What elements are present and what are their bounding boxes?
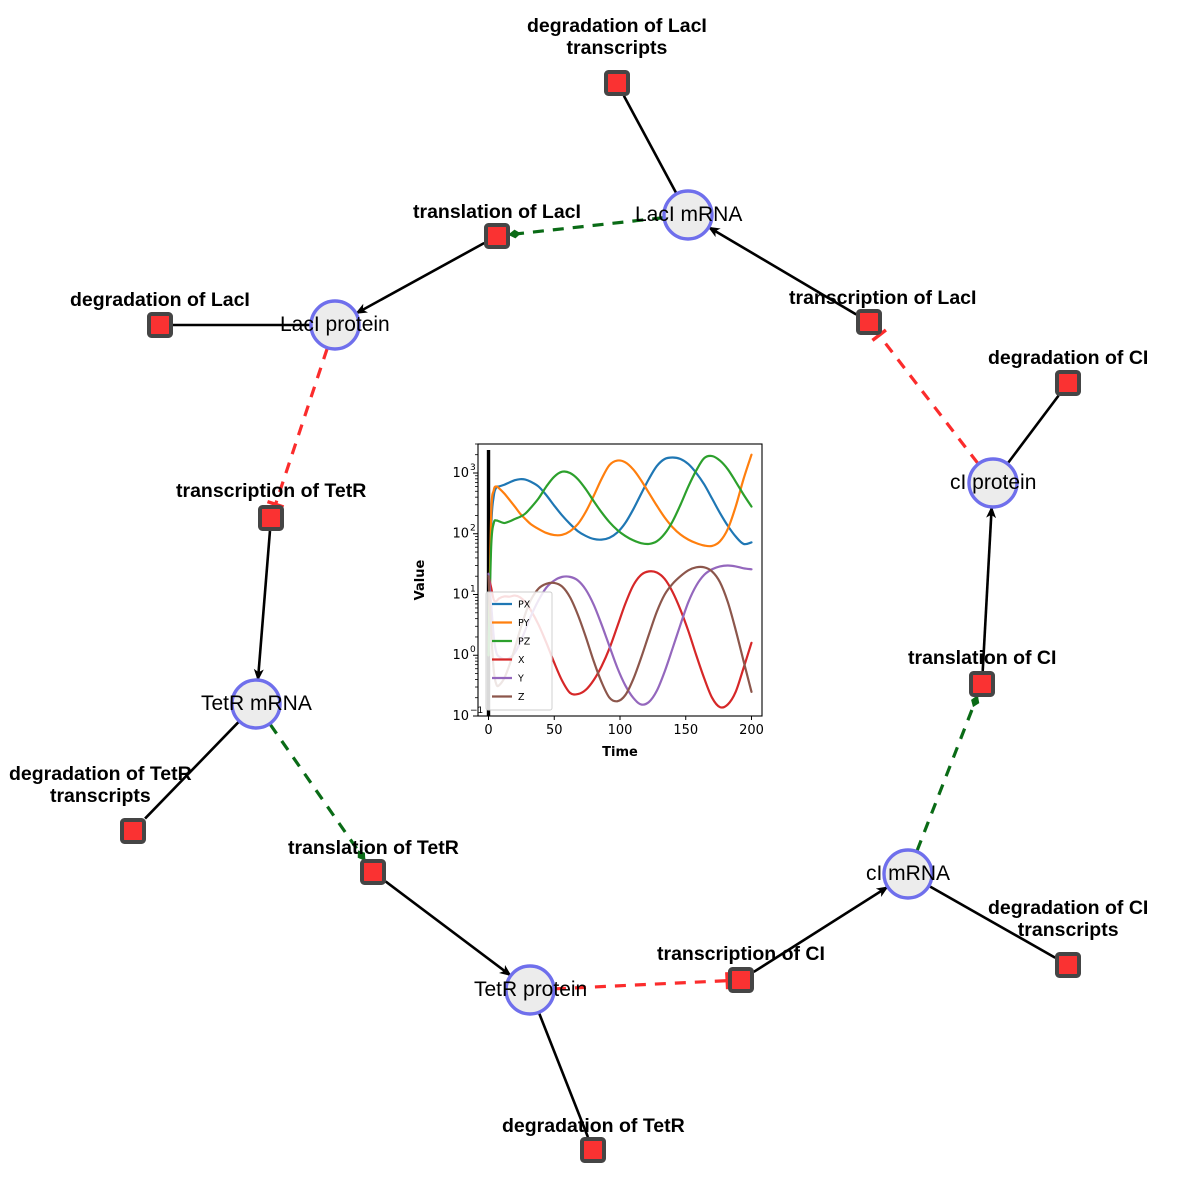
chart-series-PX: [487, 456, 753, 657]
edge-deg_ci-to-ci_protein: [1006, 394, 1060, 464]
reaction-node-transl_laci[interactable]: [484, 223, 510, 249]
y-tick-exp-0: −1: [470, 706, 483, 716]
chart-xlabel: Time: [602, 745, 638, 760]
reaction-node-deg_ci[interactable]: [1055, 370, 1081, 396]
reaction-node-deg_tetr[interactable]: [580, 1137, 606, 1163]
y-tick-label-1: 10: [452, 648, 469, 663]
edge-transcr_laci-to-laci_mrna: [707, 226, 857, 316]
edge-laci_mrna-to-transl_laci: [507, 216, 664, 239]
reaction-node-deg_laci_transcripts[interactable]: [604, 70, 630, 96]
species-node-ci_protein[interactable]: [967, 457, 1019, 509]
edge-tetr_protein-to-transcr_ci: [554, 972, 730, 991]
edge-transcr_ci-to-ci_mrna: [752, 886, 889, 974]
edge-ci_protein-to-transcr_laci: [871, 328, 980, 465]
species-node-tetr_protein[interactable]: [504, 964, 556, 1016]
edge-deg_laci_transcripts-to-laci_mrna: [622, 95, 678, 194]
species-node-ci_mrna[interactable]: [882, 848, 934, 900]
reaction-node-transcr_laci[interactable]: [856, 309, 882, 335]
edge-transcr_tetr-to-tetr_mrna: [253, 530, 272, 682]
legend-label-X: X: [518, 655, 525, 666]
reaction-node-transcr_ci[interactable]: [728, 967, 754, 993]
y-tick-exp-2: 1: [470, 584, 476, 594]
chart-ylabel: Value: [413, 559, 428, 600]
x-tick-label-3: 150: [673, 723, 698, 738]
y-tick-label-4: 10: [452, 466, 469, 481]
x-tick-label-0: 0: [484, 723, 492, 738]
edge-tetr_protein-to-deg_tetr: [537, 1012, 590, 1138]
reaction-node-transl_ci[interactable]: [969, 671, 995, 697]
reaction-node-deg_tetr_transcripts[interactable]: [120, 818, 146, 844]
edge-ci_mrna-to-transl_ci: [915, 695, 980, 852]
edge-transl_ci-to-ci_protein: [981, 505, 997, 672]
reaction-node-transl_tetr[interactable]: [360, 859, 386, 885]
x-tick-label-1: 50: [546, 723, 563, 738]
legend-label-Z: Z: [518, 692, 525, 703]
y-tick-exp-1: 0: [470, 645, 476, 655]
y-tick-label-2: 10: [452, 587, 469, 602]
legend-label-PY: PY: [518, 618, 530, 629]
legend-label-PX: PX: [518, 600, 531, 611]
edge-tetr_mrna-to-transl_tetr: [268, 723, 366, 861]
edge-ci_mrna-to-deg_ci_transcripts: [929, 885, 1056, 959]
chart-series-PZ: [487, 454, 753, 657]
y-tick-exp-4: 3: [470, 463, 476, 473]
legend-label-Y: Y: [517, 674, 524, 685]
chart-series-PY: [487, 453, 753, 657]
edge-layer: [144, 95, 1060, 1138]
reaction-node-deg_ci_transcripts[interactable]: [1055, 952, 1081, 978]
x-tick-label-2: 100: [608, 723, 633, 738]
legend-label-PZ: PZ: [518, 637, 531, 648]
timecourse-chart: 0 50 100 150 200 10 −1 10 0 10 1 10 2 10 3 Time Value PX P…: [404, 432, 776, 762]
reaction-node-deg_laci[interactable]: [147, 312, 173, 338]
edge-transl_tetr-to-tetr_protein: [384, 880, 512, 977]
reaction-node-transcr_tetr[interactable]: [258, 505, 284, 531]
species-node-laci_mrna[interactable]: [662, 189, 714, 241]
edge-tetr_mrna-to-deg_tetr_transcripts: [144, 721, 240, 820]
edge-transl_laci-to-laci_protein: [355, 241, 485, 315]
y-tick-label-3: 10: [452, 527, 469, 542]
species-node-tetr_mrna[interactable]: [230, 678, 282, 730]
y-tick-label-0: 10: [452, 709, 469, 724]
edge-laci_protein-to-transcr_tetr: [266, 348, 329, 509]
y-tick-exp-3: 2: [470, 524, 476, 534]
node-layer: [120, 70, 1081, 1163]
x-tick-label-4: 200: [739, 723, 764, 738]
species-node-laci_protein[interactable]: [309, 299, 361, 351]
